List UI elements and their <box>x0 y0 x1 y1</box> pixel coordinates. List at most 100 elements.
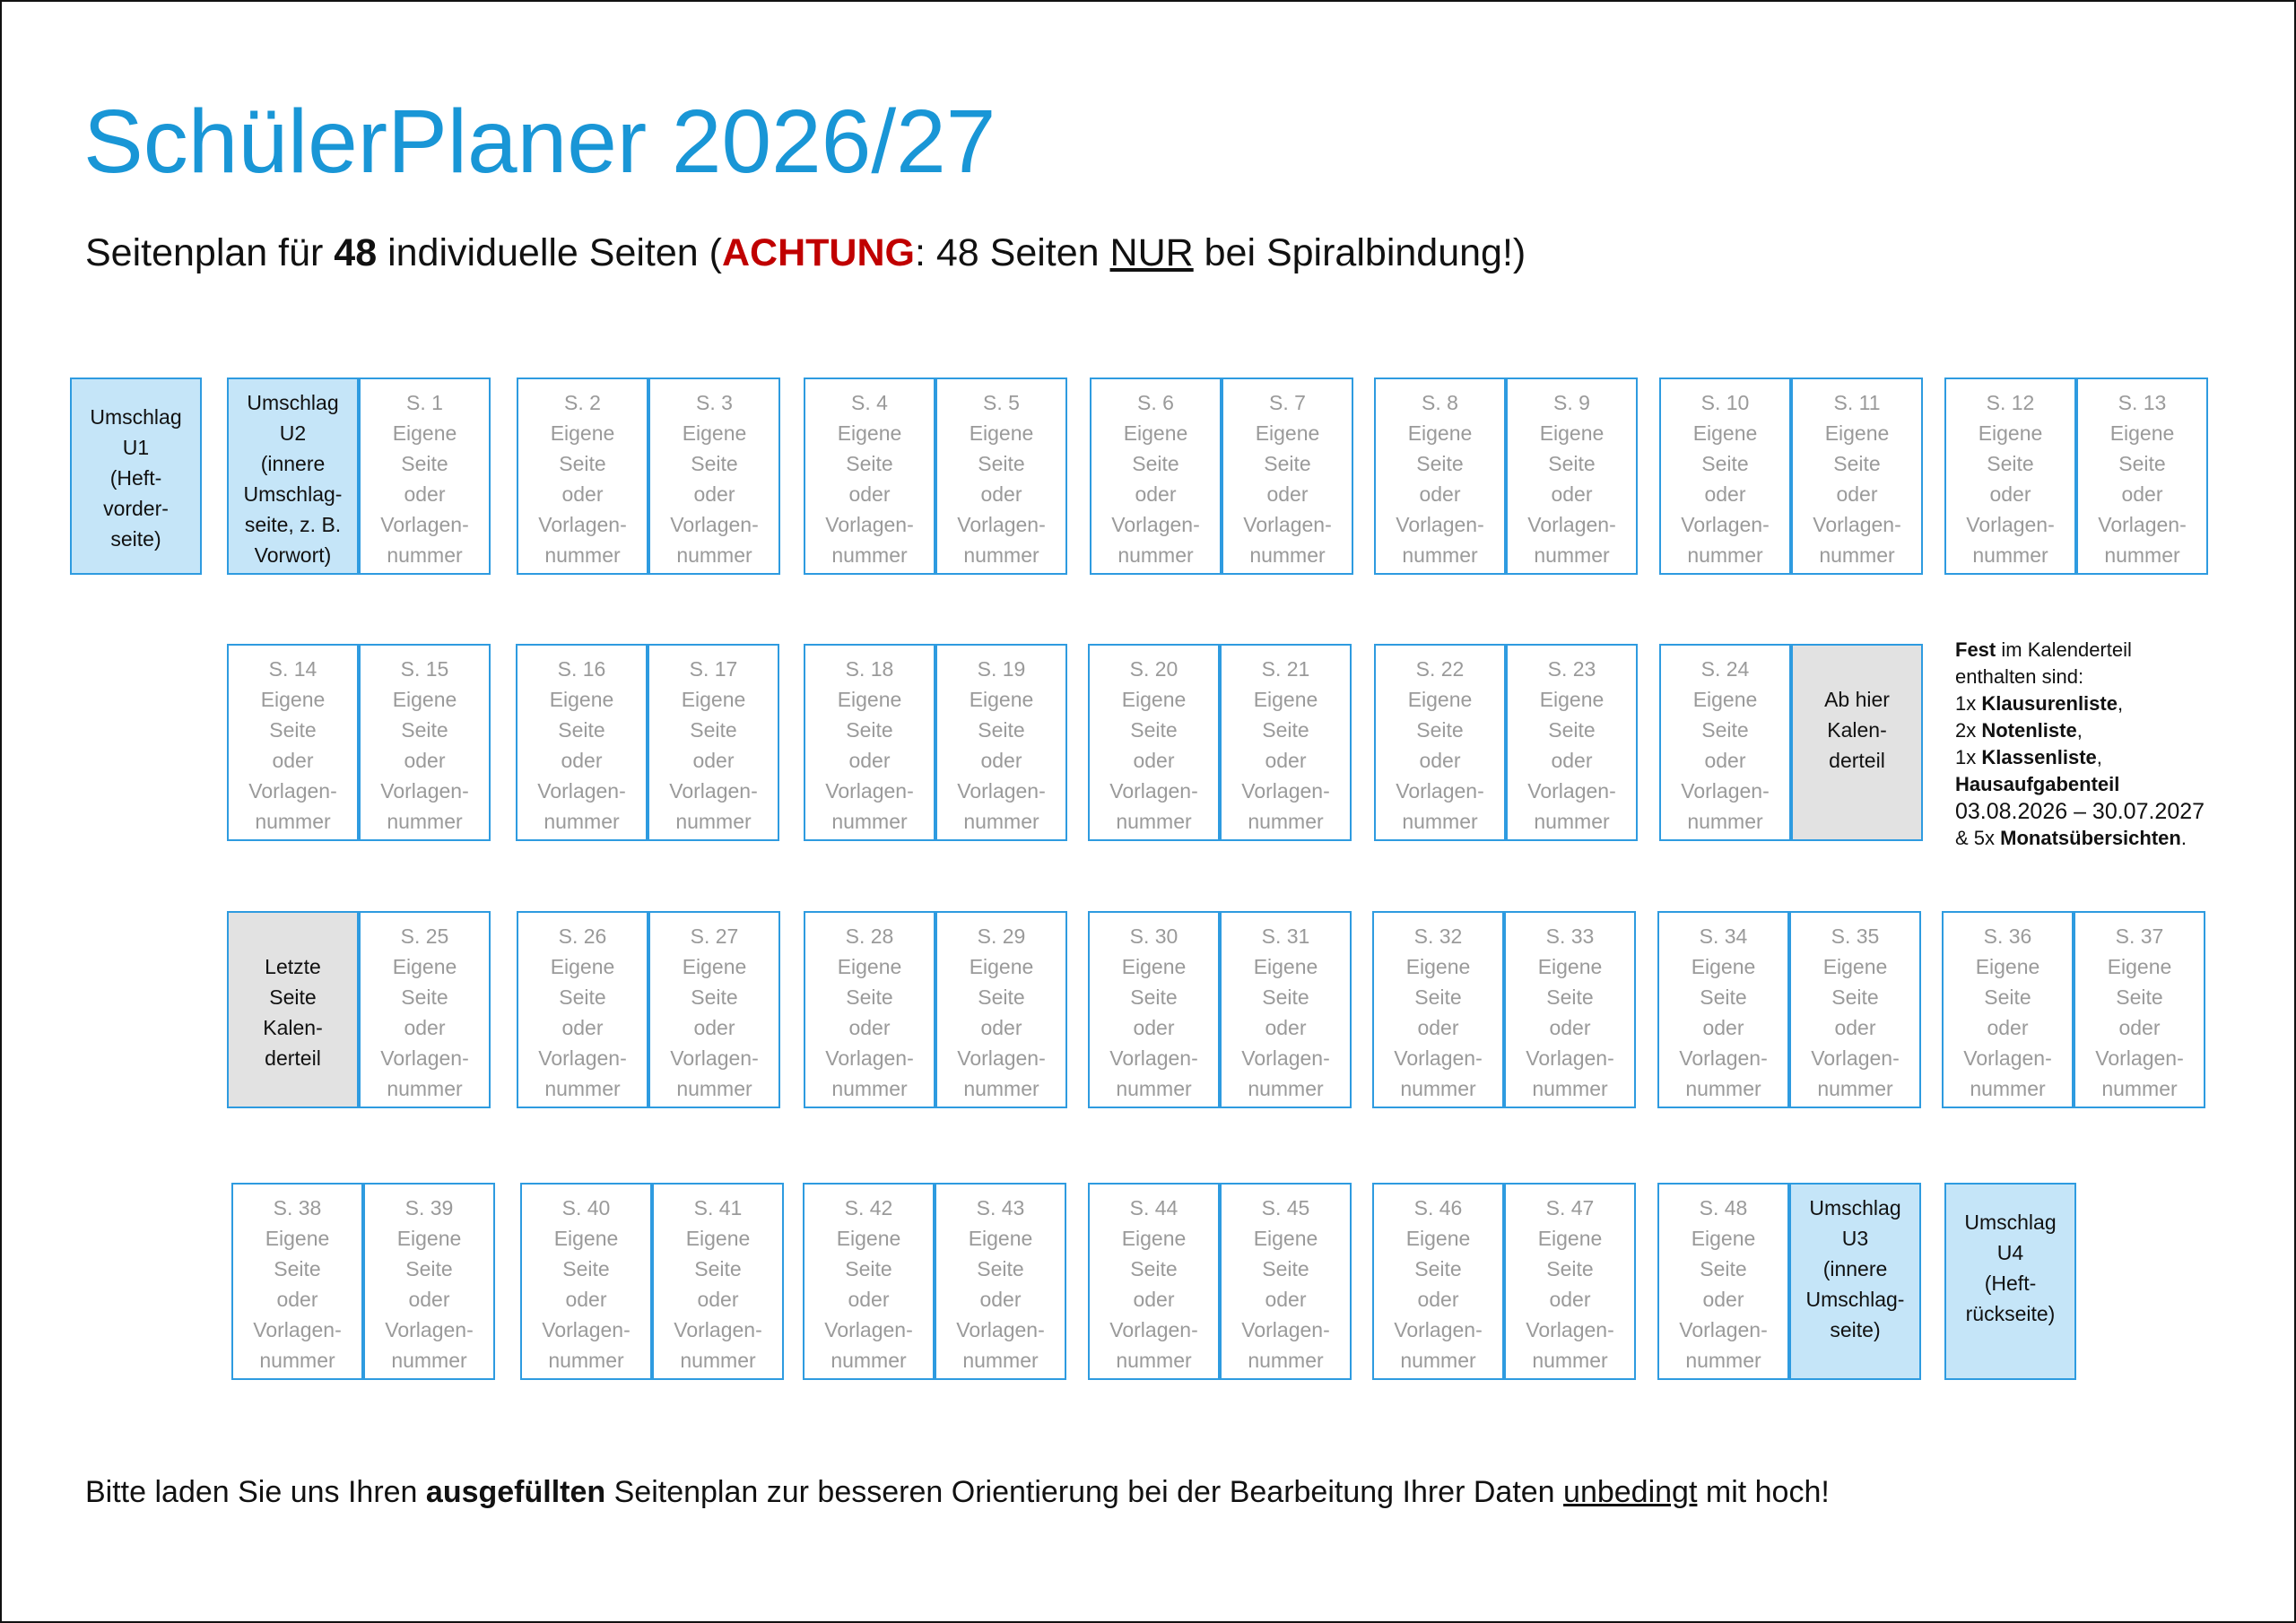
slot-text: Seite <box>1984 985 2031 1009</box>
slot-text: Vorlagen- <box>2098 513 2187 536</box>
slot-text: nummer <box>544 543 621 567</box>
page-slot: S. 29 Eigene Seite oder Vorlagen-nummer <box>935 911 1067 1108</box>
page-number: S. 27 <box>690 924 739 948</box>
note-text: & 5x <box>1955 827 2001 849</box>
slot-text: Vorlagen- <box>669 779 758 803</box>
slot-text: Seite <box>1416 452 1464 475</box>
note-text: 1x <box>1955 692 1982 715</box>
slot-text: Eigene <box>2109 421 2175 445</box>
slot-text: Vorlagen- <box>1396 513 1484 536</box>
slot-text: Eigene <box>392 955 457 978</box>
note-text: Klassenliste <box>1981 746 2097 768</box>
page-slot: S. 46 Eigene Seite oder Vorlagen-nummer <box>1372 1183 1504 1380</box>
page-slot: S. 34 Eigene Seite oder Vorlagen-nummer <box>1657 911 1789 1108</box>
slot-text: Vorwort) <box>254 543 332 567</box>
slot-text: Seite <box>1701 718 1749 742</box>
slot-text: Seite <box>978 985 1025 1009</box>
slot-text: Seite <box>1414 1257 1462 1280</box>
slot-text: nummer <box>1534 810 1610 833</box>
slot-text: Seite <box>401 985 448 1009</box>
slot-text: Vorlagen- <box>825 779 914 803</box>
slot-text: Seite <box>694 1257 742 1280</box>
slot-text: nummer <box>1972 543 2048 567</box>
slot-text: nummer <box>831 1349 907 1372</box>
slot-text: nummer <box>963 810 1039 833</box>
page-number: S. 46 <box>1413 1196 1463 1219</box>
slot-text: nummer <box>1687 810 1763 833</box>
slot-text: Seite <box>2118 452 2166 475</box>
slot-text: Vorlagen- <box>1394 1046 1483 1070</box>
slot-text: Eigene <box>1822 955 1888 978</box>
slot-text: Seite <box>559 452 606 475</box>
slot-text: Eigene <box>549 688 614 711</box>
slot-text: Seite <box>1130 985 1178 1009</box>
slot-text: Vorlagen- <box>1394 1318 1483 1341</box>
page-number: S. 18 <box>845 657 894 681</box>
u2-slot: Umschlag U2 (innere Umschlag-seite, z. B. Vo… <box>227 378 359 575</box>
page-slot: S. 8 Eigene Seite oder Vorlagen-nummer <box>1374 378 1506 575</box>
page-slot: S. 32 Eigene Seite oder Vorlagen-nummer <box>1372 911 1504 1108</box>
slot-text: Seite <box>562 1257 610 1280</box>
slot-text: Vorlagen- <box>1813 513 1901 536</box>
slot-text: Eigene <box>1123 421 1188 445</box>
slot-text: oder <box>1834 1016 1876 1039</box>
slot-text: rückseite) <box>1965 1302 2056 1325</box>
slot-text: Vorlagen- <box>253 1318 342 1341</box>
slot-text: oder <box>404 749 446 772</box>
slot-text: Eigene <box>1691 1227 1756 1250</box>
slot-text: oder <box>1266 482 1309 506</box>
slot-text: Seite <box>1262 718 1309 742</box>
slot-text: oder <box>1549 1288 1591 1311</box>
note-text: , <box>2076 719 2083 742</box>
slot-text: Eigene <box>685 1227 751 1250</box>
slot-text: Eigene <box>682 421 747 445</box>
slot-text: nummer <box>1819 543 1895 567</box>
slot-text: nummer <box>1685 1349 1761 1372</box>
slot-text: nummer <box>962 1349 1039 1372</box>
slot-text: Eigene <box>265 1227 330 1250</box>
page-number: S. 42 <box>844 1196 893 1219</box>
slot-text: nummer <box>1249 543 1326 567</box>
page-number: S. 4 <box>851 391 888 414</box>
slot-text: Eigene <box>1121 1227 1187 1250</box>
page-slot: S. 36 Eigene Seite oder Vorlagen-nummer <box>1942 911 2074 1108</box>
slot-text: Seite <box>1700 1257 1747 1280</box>
slot-text: Vorlagen- <box>1811 1046 1900 1070</box>
slot-text: nummer <box>387 1077 463 1100</box>
slot-text: Seite <box>558 718 605 742</box>
page-number: S. 20 <box>1129 657 1178 681</box>
slot-text: Vorlagen- <box>248 779 337 803</box>
slot-text: Seite <box>1831 985 1879 1009</box>
slot-text: Eigene <box>1253 955 1318 978</box>
slot-text: Seite <box>846 452 893 475</box>
slot-text: Eigene <box>1692 688 1758 711</box>
slot-text: nummer <box>391 1349 467 1372</box>
page-number: S. 21 <box>1261 657 1310 681</box>
page-number: S. 37 <box>2115 924 2164 948</box>
slot-text: oder <box>1702 1288 1744 1311</box>
page-slot: S. 31 Eigene Seite oder Vorlagen-nummer <box>1220 911 1352 1108</box>
slot-text: Seite <box>1548 718 1596 742</box>
slot-text: oder <box>276 1288 318 1311</box>
slot-text: Eigene <box>968 1227 1033 1250</box>
page-slot: S. 12 Eigene Seite oder Vorlagen-nummer <box>1944 378 2076 575</box>
page-number: S. 6 <box>1137 391 1174 414</box>
slot-text: Seite <box>690 718 737 742</box>
note-text: , <box>2096 746 2102 768</box>
slot-text: Seite <box>1546 985 1594 1009</box>
slot-text: Eigene <box>1978 421 2043 445</box>
slot-text: Vorlagen- <box>1526 1318 1614 1341</box>
calendar-date-range: 03.08.2026 – 30.07.2027 <box>1955 799 2205 824</box>
page-number: S. 23 <box>1547 657 1596 681</box>
slot-text: Eigene <box>1405 955 1471 978</box>
page-count: 48 <box>334 231 378 274</box>
slot-text: nummer <box>831 810 908 833</box>
slot-text: oder <box>693 1016 735 1039</box>
slot-text: Vorlagen- <box>385 1318 474 1341</box>
page-slot: S. 19 Eigene Seite oder Vorlagen-nummer <box>935 644 1067 841</box>
page-number: S. 36 <box>1983 924 2032 948</box>
slot-text: Eigene <box>392 688 457 711</box>
slot-text: Vorlagen- <box>1111 513 1200 536</box>
page-slot: S. 47 Eigene Seite oder Vorlagen-nummer <box>1504 1183 1636 1380</box>
footer-text: ausgefüllten <box>425 1475 606 1509</box>
